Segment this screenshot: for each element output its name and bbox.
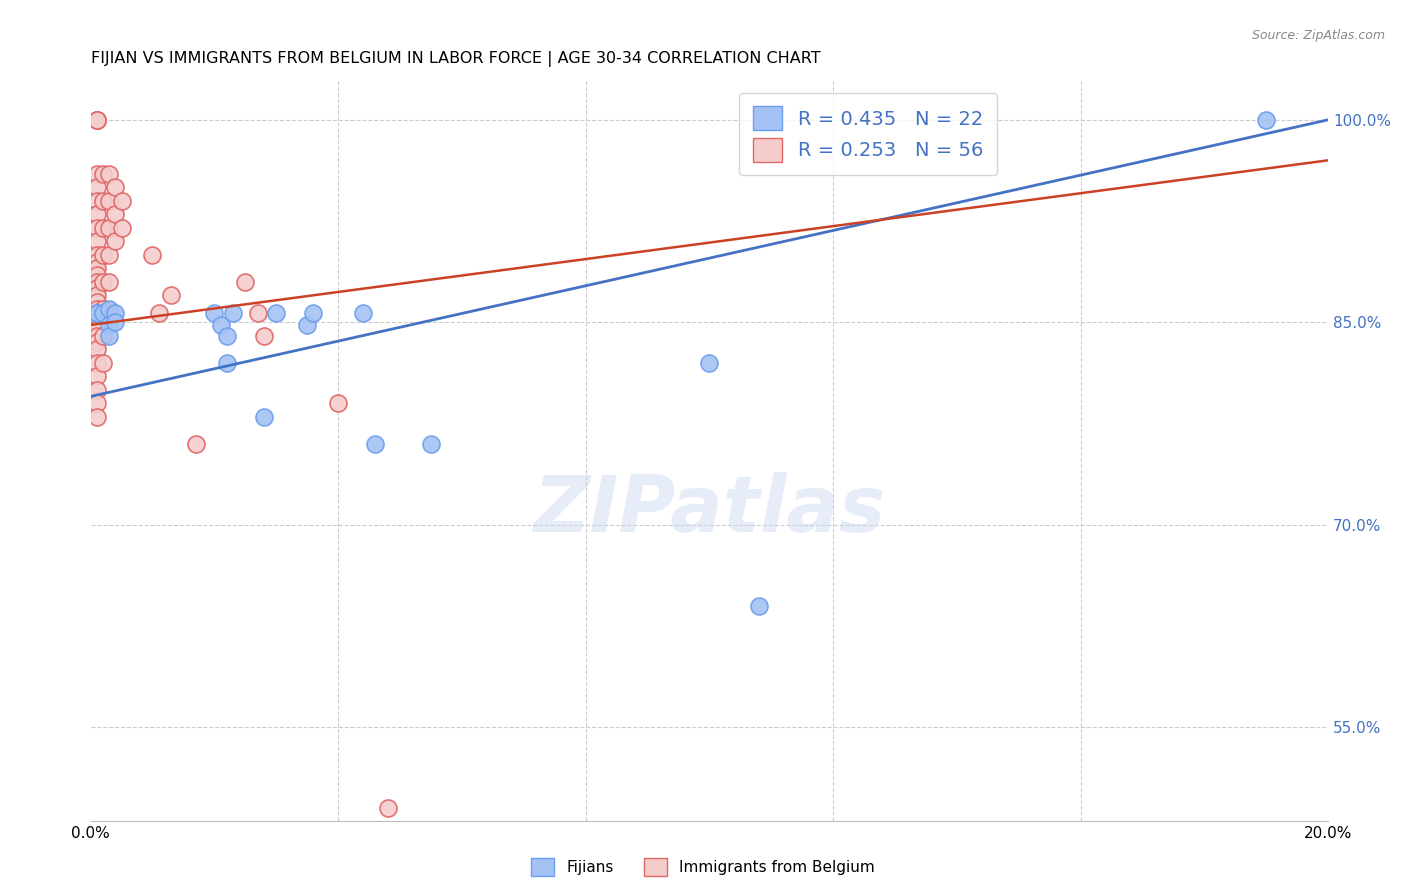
Point <box>377 801 399 815</box>
Point <box>419 436 441 450</box>
Point <box>98 328 121 343</box>
Point <box>264 306 287 320</box>
Point <box>86 194 108 208</box>
Point <box>91 248 114 262</box>
Point <box>110 194 132 208</box>
Point <box>364 436 387 450</box>
Point <box>86 369 108 384</box>
Point <box>86 281 108 295</box>
Point <box>202 306 225 320</box>
Point <box>222 306 245 320</box>
Point <box>86 306 108 320</box>
Point <box>98 167 121 181</box>
Point <box>86 306 108 320</box>
Point <box>748 599 770 613</box>
Point <box>104 306 127 320</box>
Point <box>86 248 108 262</box>
Point <box>141 248 163 262</box>
Point <box>86 356 108 370</box>
Point <box>104 315 127 329</box>
Point <box>91 220 114 235</box>
Point <box>184 436 207 450</box>
Point <box>110 220 132 235</box>
Point <box>98 318 121 332</box>
Point <box>246 306 269 320</box>
Point <box>86 112 108 127</box>
Legend: Fijians, Immigrants from Belgium: Fijians, Immigrants from Belgium <box>524 852 882 882</box>
Point <box>91 356 114 370</box>
Point <box>86 322 108 336</box>
Point <box>302 306 325 320</box>
Point <box>86 328 108 343</box>
Point <box>86 275 108 289</box>
Point <box>98 194 121 208</box>
Point <box>98 301 121 316</box>
Point <box>104 180 127 194</box>
Point <box>86 288 108 302</box>
Point <box>104 234 127 248</box>
Point <box>91 167 114 181</box>
Legend: R = 0.435   N = 22, R = 0.253   N = 56: R = 0.435 N = 22, R = 0.253 N = 56 <box>740 93 997 175</box>
Point <box>1256 112 1278 127</box>
Point <box>104 207 127 221</box>
Point <box>86 220 108 235</box>
Point <box>352 306 374 320</box>
Point <box>86 409 108 424</box>
Point <box>86 315 108 329</box>
Point <box>148 306 170 320</box>
Point <box>699 356 721 370</box>
Point <box>215 328 238 343</box>
Point <box>233 275 256 289</box>
Point <box>86 112 108 127</box>
Point <box>86 167 108 181</box>
Point <box>86 396 108 410</box>
Point <box>91 328 114 343</box>
Point <box>91 306 114 320</box>
Point <box>86 207 108 221</box>
Text: FIJIAN VS IMMIGRANTS FROM BELGIUM IN LABOR FORCE | AGE 30-34 CORRELATION CHART: FIJIAN VS IMMIGRANTS FROM BELGIUM IN LAB… <box>90 51 820 67</box>
Point <box>98 275 121 289</box>
Text: Source: ZipAtlas.com: Source: ZipAtlas.com <box>1251 29 1385 42</box>
Point <box>86 295 108 310</box>
Point <box>86 309 108 323</box>
Point <box>86 112 108 127</box>
Point <box>295 318 318 332</box>
Point <box>209 318 232 332</box>
Point <box>91 301 114 316</box>
Point <box>86 261 108 276</box>
Point <box>91 194 114 208</box>
Text: ZIPatlas: ZIPatlas <box>533 472 886 548</box>
Point <box>215 356 238 370</box>
Point <box>86 301 108 316</box>
Point <box>86 342 108 356</box>
Point <box>253 328 276 343</box>
Point <box>91 275 114 289</box>
Point <box>98 220 121 235</box>
Point <box>253 409 276 424</box>
Point <box>86 383 108 397</box>
Point <box>86 335 108 350</box>
Point <box>160 288 183 302</box>
Point <box>86 254 108 268</box>
Point <box>86 268 108 282</box>
Point <box>86 306 108 320</box>
Point <box>86 180 108 194</box>
Point <box>86 234 108 248</box>
Point <box>326 396 349 410</box>
Point <box>98 248 121 262</box>
